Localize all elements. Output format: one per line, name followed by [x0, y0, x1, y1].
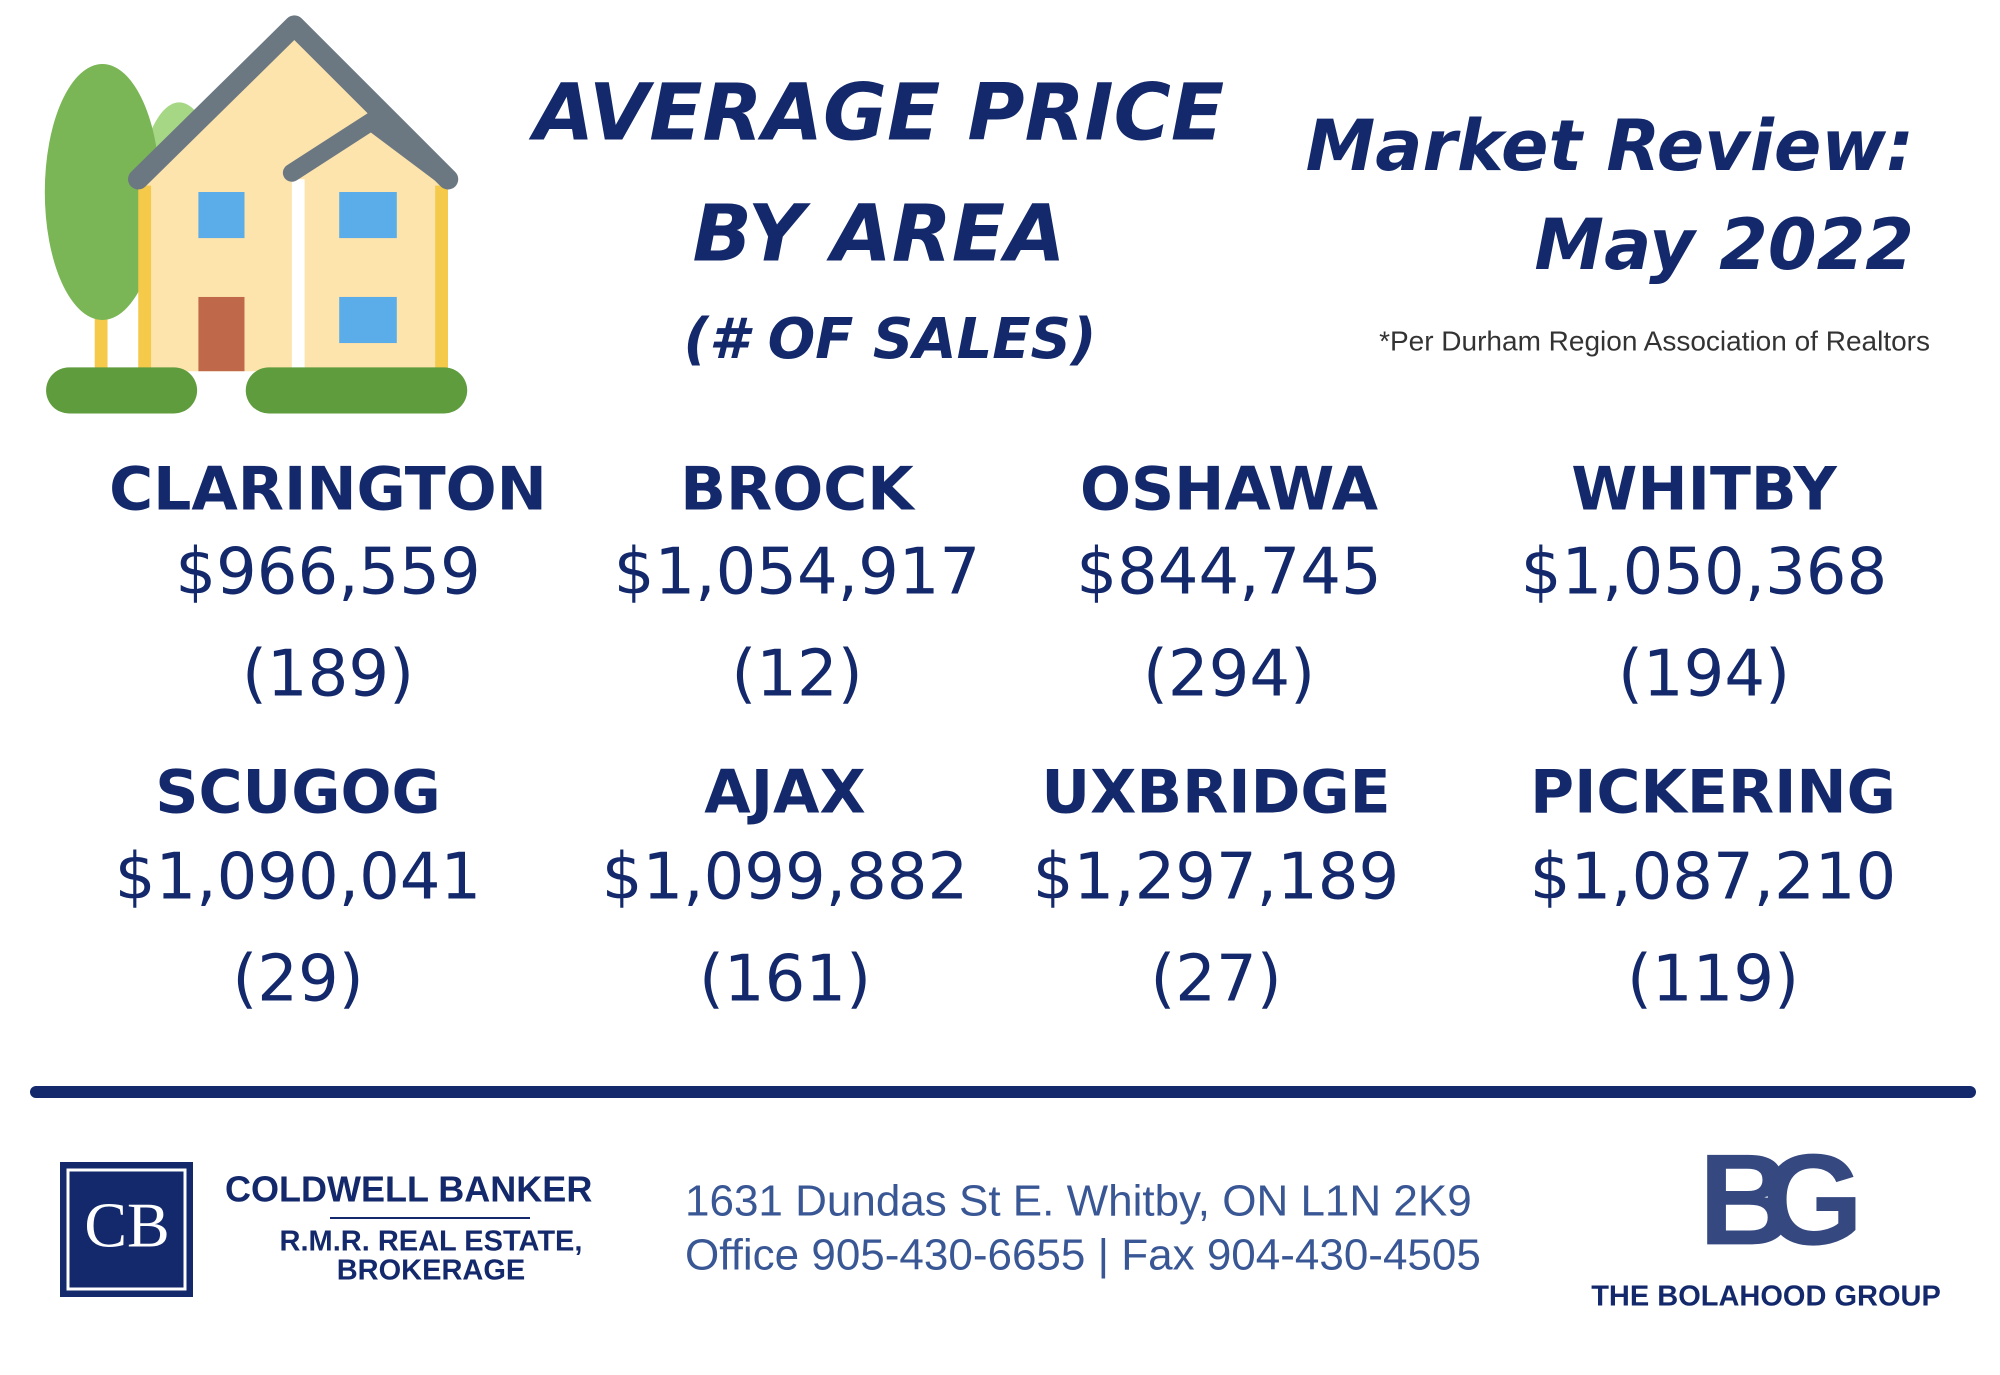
area-price: $1,099,882: [602, 841, 968, 915]
address-line: Office 905-430-6655 | Fax 904-430-4505: [685, 1231, 1481, 1280]
address-line: 1631 Dundas St E. Whitby, ON L1N 2K9: [685, 1177, 1472, 1226]
title: BY AREA: [693, 189, 1066, 279]
area-sales: (161): [699, 943, 871, 1017]
area-price: $1,090,041: [115, 841, 481, 915]
area-price: $966,559: [175, 536, 480, 610]
title: AVERAGE PRICE: [528, 68, 1224, 158]
brokerage-mark: CB: [84, 1190, 169, 1261]
area-name: PICKERING: [1530, 758, 1896, 828]
brokerage-line: BROKERAGE: [337, 1255, 526, 1287]
area-price: $1,050,368: [1521, 536, 1887, 610]
area-name: OSHAWA: [1080, 455, 1379, 525]
group-mark: BG: [1699, 1126, 1857, 1272]
area-name: UXBRIDGE: [1041, 758, 1390, 828]
area-sales: (194): [1618, 638, 1790, 712]
area-name: AJAX: [704, 758, 865, 828]
divider: [30, 1086, 1976, 1098]
review-title: May 2022: [1534, 204, 1914, 286]
area-price: $1,054,917: [614, 536, 980, 610]
area-name: WHITBY: [1571, 455, 1838, 525]
area-price: $844,745: [1076, 536, 1381, 610]
brokerage-name: COLDWELL BANKER: [225, 1169, 592, 1210]
area-sales: (12): [731, 638, 862, 712]
house-illustration: [44, 15, 468, 414]
review-title: Market Review:: [1306, 105, 1914, 187]
area-grid: CLARINGTON $966,559 (189) BROCK $1,054,917 (1…: [109, 455, 1896, 1017]
area-sales: (27): [1150, 943, 1281, 1017]
area-name: SCUGOG: [155, 758, 440, 828]
area-sales: (119): [1627, 943, 1799, 1017]
brokerage-logo: [60, 1162, 193, 1297]
area-price: $1,087,210: [1530, 841, 1896, 915]
area-sales: (29): [232, 943, 363, 1017]
area-name: BROCK: [680, 455, 916, 525]
source-note: *Per Durham Region Association of Realto…: [1379, 325, 1930, 356]
area-sales: (294): [1143, 638, 1315, 712]
area-price: $1,297,189: [1033, 841, 1399, 915]
area-sales: (189): [242, 638, 414, 712]
area-name: CLARINGTON: [109, 455, 547, 525]
group-name: THE BOLAHOOD GROUP: [1591, 1281, 1941, 1313]
subtitle: (# OF SALES): [684, 307, 1097, 372]
brokerage-line: R.M.R. REAL ESTATE,: [280, 1226, 583, 1258]
